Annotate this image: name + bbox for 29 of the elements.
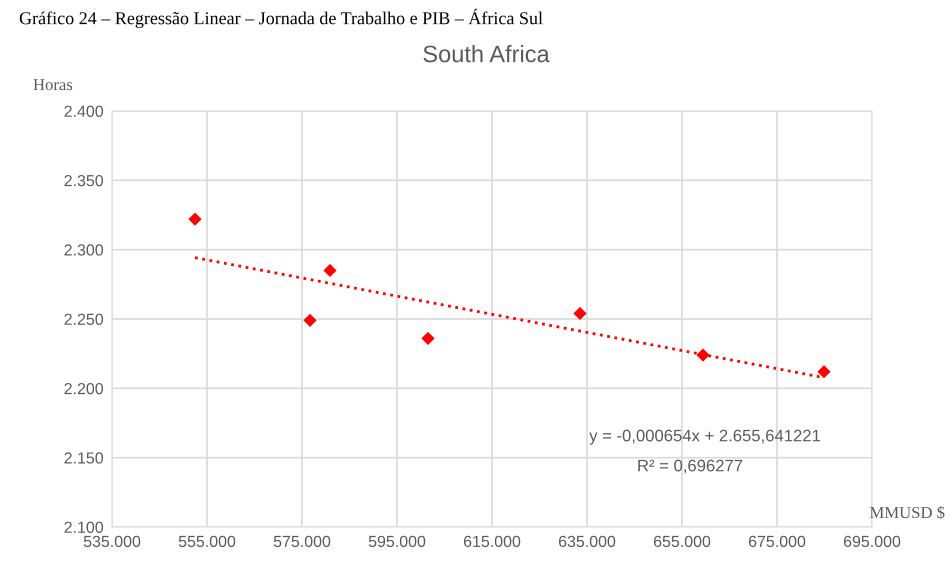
chart-title: Gráfico 24 – Regressão Linear – Jornada de Trabalho e PIB – África Sul (20, 8, 543, 28)
y-tick-label: 2.400 (64, 106, 104, 117)
y-tick-label: 2.100 (64, 522, 104, 533)
x-tick-label: 615.000 (464, 536, 520, 548)
x-tick-label: 595.000 (368, 536, 426, 548)
y-tick-label: 2.250 (64, 314, 104, 325)
y-tick-label: 2.200 (64, 382, 104, 394)
point (188, 212, 202, 226)
point (817, 365, 831, 378)
point (323, 264, 337, 278)
y-axis-title: Horas (33, 79, 72, 90)
x-tick-label: 555.000 (178, 536, 236, 548)
y-tick-label: 2.300 (64, 244, 104, 256)
x-tick-label: 675.000 (748, 536, 806, 548)
x-axis-title: MMUSD $ (870, 506, 944, 520)
x-tick-label: 635.000 (558, 536, 616, 548)
point (421, 332, 435, 345)
annotation: y = -0,000654x + 2.655,641221 (589, 430, 820, 445)
point (303, 314, 317, 327)
chart-subtitle: South Africa (423, 44, 550, 62)
y-tick-label: 2.150 (64, 452, 104, 464)
x-tick-label: 575.000 (274, 536, 330, 548)
x-tick-label: 655.000 (654, 536, 710, 548)
x-tick-label: 695.000 (844, 536, 900, 548)
x-tick-label: 535.000 (84, 536, 140, 548)
point (573, 306, 587, 320)
annotation: R² = 0,696277 (638, 460, 742, 474)
y-tick-label: 2.350 (64, 174, 104, 186)
point (696, 348, 710, 362)
